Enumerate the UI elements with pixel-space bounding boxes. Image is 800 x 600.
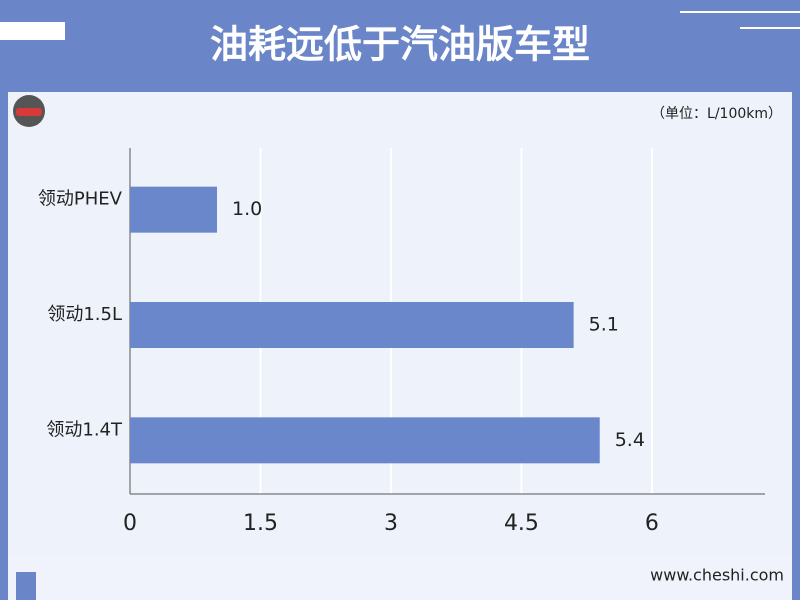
y-tick-label: 领动PHEV	[38, 189, 123, 210]
y-tick-label: 领动1.5L	[47, 304, 122, 325]
bar	[130, 417, 600, 464]
footer	[8, 555, 792, 600]
value-label: 5.1	[589, 314, 619, 336]
x-tick-label: 4.5	[504, 511, 539, 536]
watermark: www.cheshi.com	[650, 566, 784, 585]
footer-mark	[16, 572, 36, 600]
unit-note: （单位：L/100km）	[651, 106, 782, 122]
x-tick-label: 3	[384, 511, 398, 536]
bar	[130, 302, 574, 348]
decoration	[0, 22, 65, 40]
y-tick-label: 领动1.4T	[46, 419, 123, 440]
x-tick-label: 1.5	[243, 511, 278, 536]
logo	[16, 108, 42, 116]
bar	[130, 186, 217, 233]
value-label: 5.4	[615, 429, 645, 451]
x-tick-label: 0	[123, 511, 137, 536]
value-label: 1.0	[232, 198, 262, 220]
chart-title: 油耗远低于汽油版车型	[210, 23, 590, 67]
x-tick-label: 6	[645, 511, 659, 536]
